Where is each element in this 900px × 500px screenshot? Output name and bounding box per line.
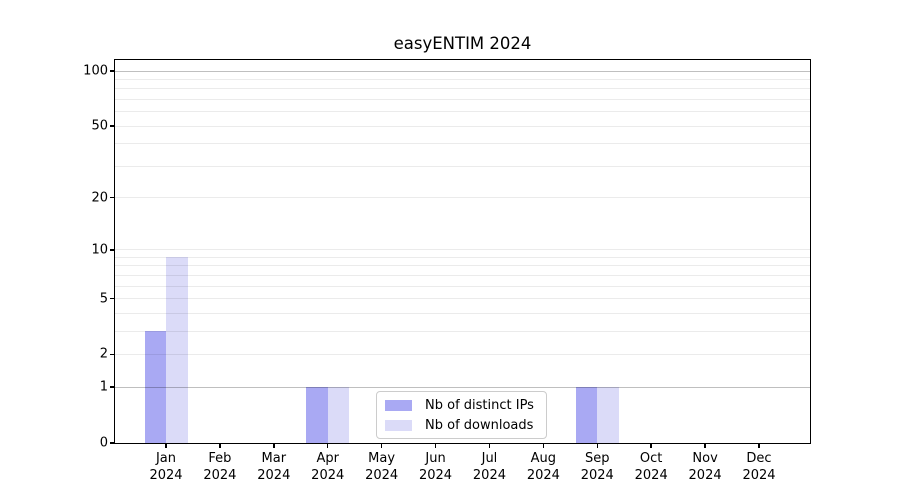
gridline-7	[115, 274, 810, 276]
x-tick-year: 2024	[580, 467, 614, 483]
x-tick-may	[380, 443, 383, 448]
x-tick-month: Mar	[261, 451, 287, 466]
gridline-20	[115, 197, 810, 199]
y-tick-10	[110, 249, 115, 251]
gridline-10	[115, 249, 810, 251]
x-tick-month: Feb	[208, 451, 232, 466]
x-tick-label-may: May 2024	[352, 451, 412, 484]
x-tick-label-dec: Dec 2024	[729, 451, 789, 484]
chart-title: easyENTIM 2024	[393, 34, 532, 53]
x-tick-label-nov: Nov 2024	[675, 451, 735, 484]
y-tick-label-10: 10	[91, 242, 108, 258]
y-tick-5	[110, 297, 115, 300]
x-tick-month: May	[368, 451, 396, 466]
y-tick-label-2: 2	[99, 346, 108, 362]
x-tick-label-aug: Aug 2024	[513, 451, 573, 484]
x-tick-apr	[326, 443, 329, 448]
legend-swatch-downloads-icon	[385, 419, 412, 431]
y-tick-1	[110, 386, 115, 388]
gridline-3	[115, 330, 810, 332]
x-tick-month: Nov	[692, 451, 718, 466]
x-tick-label-jun: Jun 2024	[406, 451, 466, 484]
x-tick-label-feb: Feb 2024	[190, 451, 250, 484]
gridline-5	[115, 298, 810, 300]
x-tick-label-jan: Jan 2024	[136, 451, 196, 484]
x-tick-label-apr: Apr 2024	[298, 451, 358, 484]
x-tick-jul	[488, 443, 491, 448]
gridline-8	[115, 265, 810, 267]
x-tick-year: 2024	[742, 467, 776, 483]
bar-downloads-jan	[166, 257, 188, 443]
x-tick-year: 2024	[472, 467, 506, 483]
x-tick-month: Jan	[155, 451, 177, 466]
gridline-100	[115, 70, 810, 72]
gridline-50	[115, 125, 810, 127]
y-tick-50	[110, 125, 115, 127]
legend-label-downloads: Nb of downloads	[425, 417, 534, 433]
x-tick-month: Dec	[746, 451, 772, 466]
x-tick-year: 2024	[365, 467, 399, 483]
bar-distinct-ips-sep	[575, 387, 598, 443]
x-tick-label-oct: Oct 2024	[621, 451, 681, 484]
x-tick-month: Oct	[639, 451, 663, 466]
x-tick-year: 2024	[203, 467, 237, 483]
x-tick-dec	[758, 443, 760, 448]
y-tick-label-100: 100	[83, 63, 108, 79]
y-tick-label-5: 5	[99, 291, 108, 307]
gridline-9	[115, 256, 810, 258]
x-tick-mar	[273, 443, 275, 448]
x-tick-label-jul: Jul 2024	[459, 451, 519, 484]
y-tick-label-20: 20	[91, 190, 108, 206]
x-tick-jun	[434, 443, 437, 448]
bar-downloads-apr	[327, 387, 350, 443]
bar-distinct-ips-apr	[306, 387, 328, 443]
y-tick-label-1: 1	[99, 379, 108, 395]
bar-distinct-ips-jan	[144, 331, 166, 443]
gridline-80	[115, 88, 810, 90]
gridline-60	[115, 111, 810, 113]
legend-item-distinct-ips: Nb of distinct IPs	[377, 398, 546, 412]
gridline-4	[115, 312, 810, 314]
x-tick-month: Sep	[585, 451, 610, 466]
gridline-30	[115, 165, 810, 167]
gridline-2	[115, 353, 810, 355]
gridline-90	[115, 79, 810, 81]
gridline-6	[115, 285, 810, 287]
x-tick-nov	[704, 443, 706, 448]
y-tick-100	[110, 70, 115, 72]
y-tick-20	[110, 196, 115, 199]
legend-label-distinct-ips: Nb of distinct IPs	[425, 397, 534, 413]
gridline-1	[115, 386, 810, 388]
x-tick-label-mar: Mar 2024	[244, 451, 304, 484]
x-tick-aug	[542, 443, 545, 448]
y-tick-label-0: 0	[99, 435, 108, 451]
y-tick-label-50: 50	[91, 118, 108, 134]
x-tick-label-sep: Sep 2024	[567, 451, 627, 484]
y-tick-2	[110, 353, 115, 356]
legend-item-downloads: Nb of downloads	[377, 418, 546, 432]
x-tick-jan	[165, 443, 167, 448]
y-tick-0	[110, 442, 115, 444]
gridline-40	[115, 143, 810, 145]
legend: Nb of distinct IPs Nb of downloads	[376, 391, 547, 439]
x-tick-year: 2024	[526, 467, 560, 483]
x-tick-year: 2024	[311, 467, 345, 483]
x-tick-oct	[650, 443, 652, 448]
x-tick-year: 2024	[634, 467, 668, 483]
x-tick-month: Apr	[316, 451, 339, 466]
x-tick-sep	[596, 443, 599, 448]
gridline-70	[115, 99, 810, 101]
x-tick-month: Jul	[481, 451, 498, 466]
x-tick-year: 2024	[149, 467, 183, 483]
legend-swatch-distinct-ips-icon	[385, 399, 412, 411]
bar-downloads-sep	[597, 387, 619, 443]
x-tick-month: Jun	[425, 451, 446, 466]
x-tick-year: 2024	[257, 467, 291, 483]
x-tick-year: 2024	[418, 467, 453, 483]
x-tick-year: 2024	[688, 467, 722, 483]
x-tick-month: Aug	[530, 451, 557, 466]
x-tick-feb	[219, 443, 221, 448]
